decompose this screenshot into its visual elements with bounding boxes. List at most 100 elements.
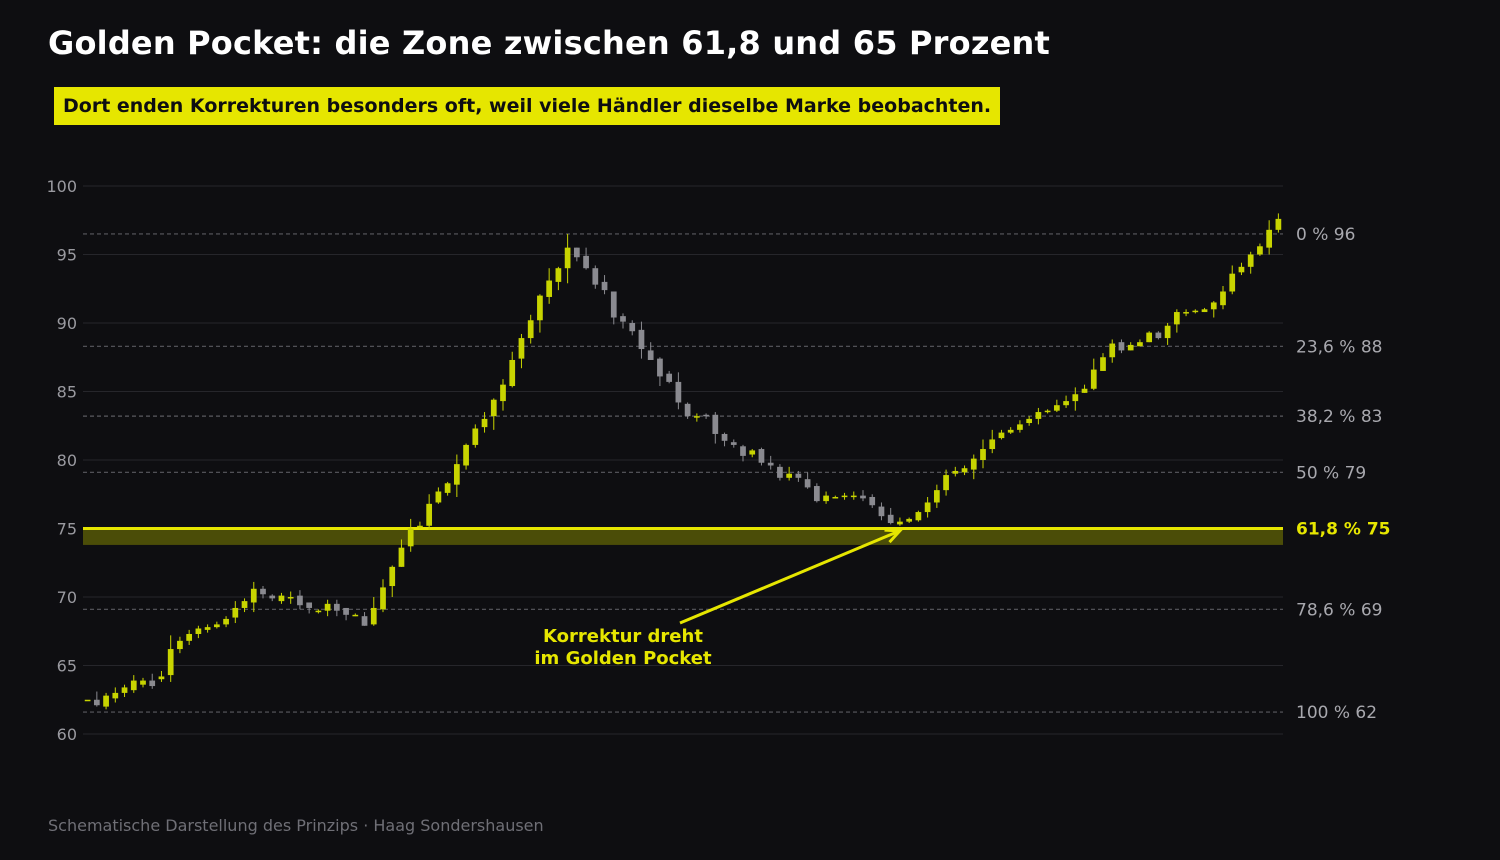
candle — [500, 379, 506, 411]
candle-body — [1007, 429, 1014, 433]
candle — [767, 455, 774, 470]
candle — [352, 613, 359, 617]
fib-level-label: 0 % 96 — [1296, 225, 1355, 245]
candle-body — [980, 449, 986, 460]
candle — [103, 692, 109, 710]
candles — [84, 213, 1282, 710]
candle — [121, 684, 128, 698]
candle-body — [564, 247, 571, 269]
candle-body — [518, 338, 525, 359]
candle-body — [472, 428, 479, 445]
candle — [795, 470, 802, 482]
candle-body — [343, 607, 349, 615]
candle-body — [1127, 344, 1134, 351]
candle — [1183, 309, 1189, 317]
candle-body — [1072, 394, 1079, 402]
candle-body — [573, 247, 580, 258]
candle — [324, 599, 331, 617]
candle-body — [223, 618, 229, 625]
candle-body — [647, 350, 654, 360]
candle-body — [1183, 312, 1189, 314]
chart-title: Golden Pocket: die Zone zwischen 61,8 un… — [48, 24, 1051, 62]
candle — [509, 351, 516, 388]
annotation-text: Korrektur dreht — [543, 626, 703, 647]
candle — [287, 591, 294, 604]
candle-body — [1201, 309, 1208, 313]
candle-body — [149, 680, 156, 687]
candle — [573, 247, 580, 262]
candle — [1044, 409, 1051, 414]
candle-body — [749, 450, 756, 455]
candle-body — [213, 624, 220, 628]
candle-body — [703, 414, 709, 417]
candle — [693, 413, 700, 422]
candle — [804, 472, 811, 489]
candle-body — [998, 432, 1005, 439]
candle-body — [112, 692, 119, 699]
candle — [1100, 353, 1106, 371]
candle-body — [546, 280, 553, 297]
candle — [841, 492, 848, 500]
candle-body — [1063, 401, 1069, 406]
candle — [1220, 286, 1226, 310]
candle-body — [269, 595, 276, 599]
candle — [1164, 323, 1171, 345]
y-tick-label: 80 — [57, 451, 77, 470]
candle — [417, 521, 423, 529]
candle — [186, 629, 193, 645]
candle-body — [1275, 218, 1282, 230]
fib-level-label: 38,2 % 83 — [1296, 407, 1382, 427]
candle — [315, 609, 322, 614]
candle-body — [712, 414, 719, 434]
golden-pocket-band — [83, 528, 1283, 545]
candle — [1109, 339, 1116, 363]
candle — [1090, 358, 1097, 391]
candle-body — [970, 458, 977, 470]
candle — [463, 443, 469, 470]
fib-level-label: 23,6 % 88 — [1296, 337, 1382, 357]
candle-body — [730, 442, 737, 445]
candle-body — [657, 358, 663, 377]
candle — [1247, 251, 1254, 274]
candle — [869, 494, 876, 508]
candle — [223, 616, 229, 628]
candle — [813, 483, 820, 503]
candle-body — [878, 506, 885, 517]
candle — [278, 592, 285, 604]
candle — [343, 607, 349, 621]
candle-body — [1081, 388, 1088, 393]
candle-body — [721, 433, 728, 441]
candle — [260, 586, 266, 599]
candle — [878, 502, 885, 521]
candle-body — [463, 444, 469, 466]
candle — [860, 490, 866, 502]
candle — [444, 481, 451, 496]
candle-body — [943, 475, 949, 491]
candle-body — [204, 627, 211, 630]
candle — [130, 675, 137, 693]
candle-body — [490, 399, 497, 417]
candle-body — [684, 403, 691, 417]
candle-body — [758, 449, 765, 463]
golden-pocket-zone — [83, 528, 1283, 545]
candle — [213, 621, 220, 629]
fib-level-label: 100 % 62 — [1296, 703, 1377, 723]
candle — [933, 484, 940, 508]
fib-level-label: 78,6 % 69 — [1296, 600, 1382, 620]
candle-body — [306, 602, 313, 608]
candle — [1155, 331, 1162, 340]
candle — [740, 444, 746, 462]
candle — [721, 432, 728, 447]
fib-level-label: 50 % 79 — [1296, 463, 1366, 483]
candle-body — [1035, 412, 1042, 419]
candle-body — [906, 518, 913, 522]
candle-body — [103, 695, 109, 707]
candle-body — [804, 479, 811, 488]
candle — [527, 314, 534, 344]
candle — [370, 597, 377, 626]
candle — [380, 579, 386, 613]
candle-body — [1090, 369, 1097, 389]
candle-body — [1017, 424, 1023, 430]
candle-body — [361, 616, 368, 626]
